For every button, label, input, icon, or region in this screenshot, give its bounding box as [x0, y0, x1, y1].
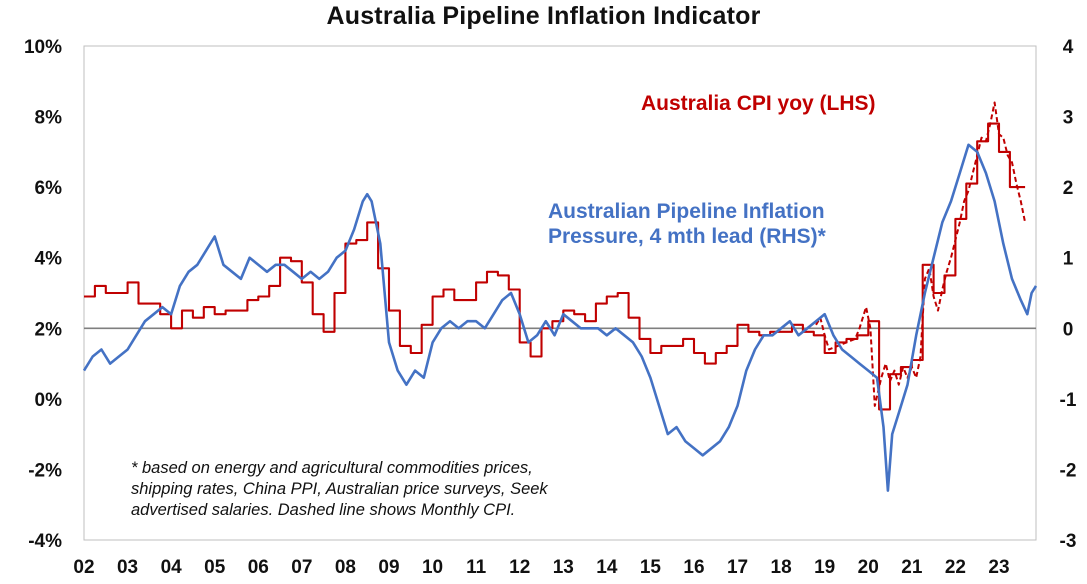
x-tick-label: 18	[771, 557, 792, 578]
left-tick-label: 8%	[35, 108, 63, 129]
x-tick-label: 19	[814, 557, 835, 578]
right-tick-label: -3	[1060, 531, 1077, 552]
x-tick-label: 08	[335, 557, 356, 578]
x-tick-label: 10	[422, 557, 443, 578]
right-tick-label: 2	[1063, 178, 1074, 199]
series-line-0	[84, 122, 1026, 411]
left-tick-label: 2%	[35, 319, 63, 340]
x-tick-label: 07	[291, 557, 312, 578]
cpi-legend-label: Australia CPI yoy (LHS)	[641, 92, 876, 115]
right-tick-label: -1	[1060, 390, 1077, 411]
right-tick-label: 4	[1063, 37, 1074, 58]
left-tick-label: 4%	[35, 249, 63, 270]
footnote: * based on energy and agricultural commo…	[131, 459, 548, 519]
footnote-line3: advertised salaries. Dashed line shows M…	[131, 501, 515, 519]
right-axis: -3 -2 -1 0 1 2 3 4	[1060, 37, 1077, 552]
right-tick-label: 1	[1063, 249, 1074, 270]
left-tick-label: 6%	[35, 178, 63, 199]
x-tick-label: 04	[161, 557, 183, 578]
x-tick-label: 16	[683, 557, 704, 578]
x-tick-label: 03	[117, 557, 138, 578]
x-tick-label: 14	[596, 557, 618, 578]
x-tick-label: 05	[204, 557, 226, 578]
x-tick-label: 13	[553, 557, 574, 578]
right-tick-label: 3	[1063, 108, 1074, 129]
x-tick-label: 20	[858, 557, 879, 578]
x-tick-label: 12	[509, 557, 530, 578]
x-tick-label: 17	[727, 557, 748, 578]
x-tick-label: 06	[248, 557, 269, 578]
left-tick-label: 0%	[35, 390, 63, 411]
x-axis: 02 03 04 05 06 07 08 09 10 11 12 13 14 15 16 17 18 19 20 21…	[73, 557, 1009, 578]
left-tick-label: -4%	[28, 531, 62, 552]
pipeline-label-line1: Australian Pipeline Inflation	[548, 200, 825, 223]
pipeline-label-line2: Pressure, 4 mth lead (RHS)*	[548, 225, 827, 248]
series-line-1	[815, 101, 1027, 407]
right-tick-label: -2	[1060, 460, 1077, 481]
left-tick-label: -2%	[28, 460, 62, 481]
x-tick-label: 09	[378, 557, 399, 578]
pipeline-legend-label: Australian Pipeline Inflation Pressure, …	[548, 200, 827, 248]
chart-title: Australia Pipeline Inflation Indicator	[326, 2, 761, 30]
x-tick-label: 15	[640, 557, 662, 578]
plot-frame	[83, 45, 1037, 541]
x-tick-label: 02	[73, 557, 94, 578]
right-tick-label: 0	[1063, 319, 1074, 340]
x-tick-label: 23	[988, 557, 1009, 578]
series-line-2	[82, 143, 1038, 492]
cpi-label-text: Australia CPI yoy (LHS)	[641, 92, 876, 115]
footnote-line2: shipping rates, China PPI, Australian pr…	[131, 480, 548, 498]
left-axis: -4% -2% 0% 2% 4% 6% 8% 10%	[24, 37, 62, 552]
x-tick-label: 11	[466, 557, 487, 578]
x-tick-label: 22	[945, 557, 966, 578]
left-tick-label: 10%	[24, 37, 62, 58]
x-tick-label: 21	[901, 557, 923, 578]
footnote-line1: * based on energy and agricultural commo…	[131, 459, 533, 477]
